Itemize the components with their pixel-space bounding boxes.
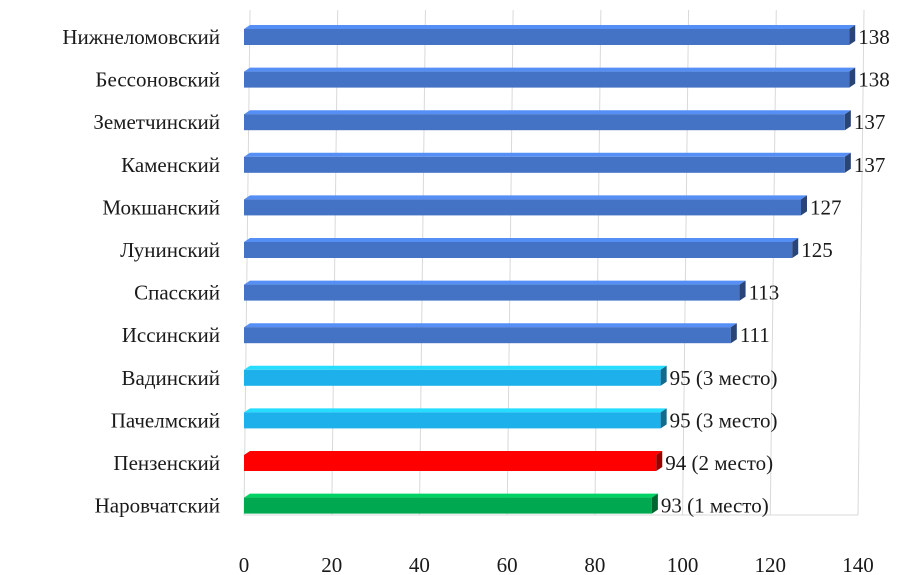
- bar-top-face: [244, 238, 799, 242]
- bar-front-face: [244, 156, 845, 173]
- bar-front-face: [244, 199, 801, 216]
- bar-end-face: [656, 451, 663, 471]
- category-label: Бессоновский: [95, 68, 220, 92]
- bar-top-face: [244, 408, 667, 413]
- category-label: Нижнеломовский: [62, 25, 220, 49]
- bar: [244, 451, 663, 471]
- bar-front-face: [244, 455, 657, 471]
- category-label: Иссинский: [122, 323, 220, 347]
- data-label: 95 (3 место): [670, 408, 778, 432]
- x-axis-tick-labels: 0 20 40 60 80 100 120 140: [239, 553, 874, 575]
- x-tick-label: 60: [497, 553, 518, 575]
- bar: [244, 408, 667, 429]
- bar-top-face: [244, 110, 851, 115]
- bar-top-face: [244, 25, 856, 29]
- category-label: Мокшанский: [102, 195, 220, 219]
- bar-top-face: [244, 280, 746, 285]
- bar-front-face: [244, 369, 661, 386]
- bar-top-face: [244, 451, 663, 455]
- bar-end-face: [660, 365, 667, 386]
- bar-top-face: [244, 323, 737, 328]
- bar-end-face: [849, 67, 856, 88]
- category-labels: Нижнеломовский Бессоновский Земетчинский Ка…: [62, 25, 220, 518]
- gridline: [243, 9, 251, 516]
- bar-front-face: [244, 327, 731, 344]
- bar: [244, 67, 856, 88]
- x-tick-label: 0: [239, 553, 250, 575]
- category-label: Пачелмский: [111, 408, 220, 432]
- data-label: 138: [858, 25, 890, 49]
- bars: [244, 25, 856, 514]
- bar-top-face: [244, 152, 851, 157]
- category-label: Каменский: [121, 153, 220, 177]
- data-label: 94 (2 место): [665, 451, 773, 475]
- bar-end-face: [660, 408, 667, 429]
- bar-front-face: [244, 242, 793, 258]
- bar-top-face: [244, 365, 667, 370]
- x-tick-label: 40: [409, 553, 430, 575]
- data-label: 138: [858, 68, 890, 92]
- bar-front-face: [244, 71, 850, 88]
- data-label: 93 (1 место): [661, 494, 769, 518]
- data-label: 127: [810, 195, 842, 219]
- x-tick-label: 120: [755, 553, 787, 575]
- category-label: Вадинский: [122, 366, 221, 390]
- gridlines: [243, 9, 865, 516]
- bar-end-face: [739, 280, 746, 301]
- bar: [244, 493, 658, 514]
- bar-end-face: [792, 238, 799, 258]
- data-label: 95 (3 место): [670, 366, 778, 390]
- bar-top-face: [244, 493, 658, 498]
- bar: [244, 280, 746, 301]
- x-tick-label: 80: [584, 553, 605, 575]
- x-tick-label: 20: [321, 553, 342, 575]
- category-label: Спасский: [134, 281, 220, 305]
- category-label: Земетчинский: [93, 110, 220, 134]
- gridline: [857, 9, 865, 516]
- bar: [244, 238, 799, 258]
- bar-front-face: [244, 497, 652, 514]
- bar-end-face: [844, 152, 851, 173]
- gridline: [506, 9, 514, 516]
- bar-front-face: [244, 29, 850, 45]
- bar: [244, 365, 667, 386]
- bar-top-face: [244, 67, 856, 72]
- gridline: [418, 9, 426, 516]
- bar: [244, 152, 851, 173]
- x-tick-label: 100: [667, 553, 699, 575]
- bar-end-face: [844, 110, 851, 131]
- bar: [244, 25, 856, 45]
- category-label: Пензенский: [113, 451, 220, 475]
- data-label: 137: [854, 110, 886, 134]
- data-label: 113: [749, 281, 780, 305]
- bar-end-face: [849, 25, 856, 45]
- data-labels: 138 138 137 137 127 125 113 111 95 (3 место) 95 (…: [661, 25, 890, 518]
- bar-end-face: [730, 323, 737, 344]
- bar: [244, 110, 851, 131]
- data-label: 111: [740, 323, 770, 347]
- bar-end-face: [800, 195, 807, 216]
- bar: [244, 195, 807, 216]
- x-tick-label: 140: [842, 553, 874, 575]
- bar-front-face: [244, 114, 845, 131]
- gridline: [331, 9, 339, 516]
- bar-front-face: [244, 284, 740, 301]
- bar-end-face: [651, 493, 658, 514]
- category-label: Наровчатский: [95, 494, 220, 518]
- gridline: [769, 9, 777, 516]
- data-label: 137: [854, 153, 886, 177]
- bar: [244, 323, 737, 344]
- gridline: [594, 9, 602, 516]
- gridline: [682, 9, 690, 516]
- bar-front-face: [244, 412, 661, 429]
- data-label: 125: [801, 238, 833, 262]
- category-label: Лунинский: [120, 238, 220, 262]
- bar-top-face: [244, 195, 807, 200]
